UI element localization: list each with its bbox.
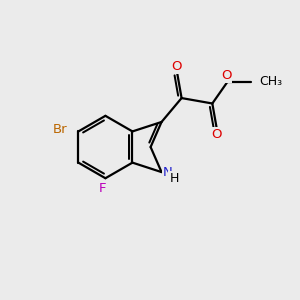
Text: O: O [221, 69, 231, 82]
Text: Br: Br [52, 123, 67, 136]
Text: O: O [212, 128, 222, 142]
Text: CH₃: CH₃ [259, 75, 282, 88]
Text: N: N [163, 166, 173, 178]
Text: F: F [99, 182, 106, 195]
Text: O: O [172, 60, 182, 73]
Text: H: H [169, 172, 179, 185]
